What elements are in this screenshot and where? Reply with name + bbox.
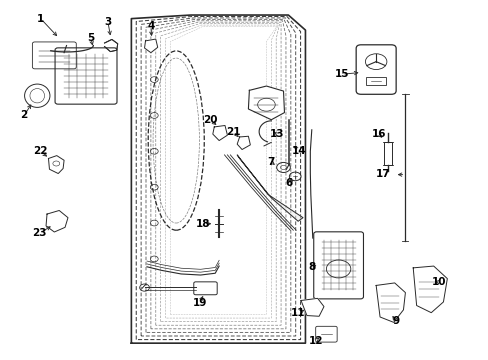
Polygon shape <box>301 298 324 316</box>
Text: 3: 3 <box>104 17 111 27</box>
Text: 4: 4 <box>147 21 154 31</box>
Text: 6: 6 <box>285 177 292 188</box>
Text: 19: 19 <box>192 298 206 308</box>
Text: 14: 14 <box>291 145 306 156</box>
Text: 16: 16 <box>370 129 385 139</box>
Text: 20: 20 <box>203 115 217 125</box>
Text: 21: 21 <box>226 127 241 136</box>
Text: 23: 23 <box>32 228 47 238</box>
Text: 5: 5 <box>87 33 94 43</box>
Text: 15: 15 <box>334 69 348 79</box>
Polygon shape <box>212 126 227 140</box>
Text: 11: 11 <box>290 309 305 318</box>
Text: 18: 18 <box>196 219 210 229</box>
Text: 2: 2 <box>20 111 28 121</box>
Polygon shape <box>48 156 64 174</box>
Text: 10: 10 <box>431 277 446 287</box>
Bar <box>366 77 385 85</box>
Text: 8: 8 <box>307 262 315 272</box>
Text: 1: 1 <box>37 14 44 24</box>
Polygon shape <box>412 266 447 313</box>
Text: 9: 9 <box>391 316 398 325</box>
Polygon shape <box>248 86 284 120</box>
Text: 7: 7 <box>267 157 274 167</box>
Text: 12: 12 <box>308 336 322 346</box>
Bar <box>384 142 391 165</box>
Polygon shape <box>237 136 250 149</box>
Polygon shape <box>46 211 68 232</box>
Polygon shape <box>237 155 303 221</box>
Text: 13: 13 <box>269 129 284 139</box>
Polygon shape <box>144 39 158 53</box>
Polygon shape <box>375 283 405 322</box>
Text: 17: 17 <box>375 168 390 179</box>
Text: 22: 22 <box>33 146 48 156</box>
Polygon shape <box>104 40 118 51</box>
